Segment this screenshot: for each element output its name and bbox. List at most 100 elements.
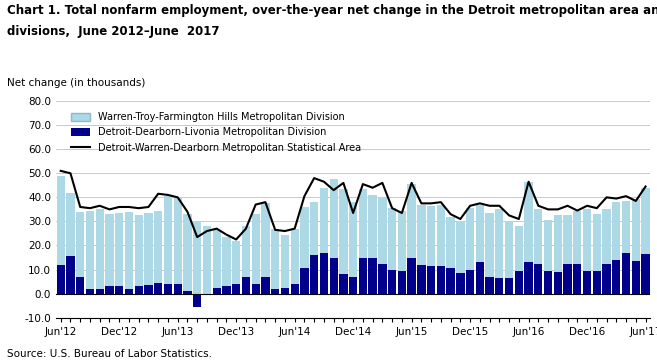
Bar	[602, 209, 611, 293]
Bar	[593, 214, 601, 293]
Bar	[407, 257, 416, 293]
Bar	[232, 284, 240, 293]
Bar	[76, 212, 84, 293]
Bar	[252, 214, 260, 293]
Bar	[456, 273, 464, 293]
Bar	[554, 216, 562, 293]
Bar	[173, 197, 182, 293]
Bar	[115, 286, 124, 293]
Bar	[349, 277, 357, 293]
Bar	[183, 291, 192, 293]
Bar	[554, 272, 562, 293]
Bar	[437, 266, 445, 293]
Bar	[388, 208, 396, 293]
Bar	[222, 286, 231, 293]
Bar	[135, 286, 143, 293]
Bar	[359, 189, 367, 293]
Bar	[86, 289, 94, 293]
Text: divisions,  June 2012–June  2017: divisions, June 2012–June 2017	[7, 25, 219, 38]
Bar	[330, 257, 338, 293]
Bar	[203, 293, 211, 295]
Legend: Warren-Troy-Farmington Hills Metropolitan Division, Detroit-Dearborn-Livonia Met: Warren-Troy-Farmington Hills Metropolita…	[66, 108, 365, 157]
Bar	[505, 278, 513, 293]
Bar	[612, 202, 620, 293]
Bar	[378, 264, 386, 293]
Bar	[86, 210, 94, 293]
Bar	[417, 265, 426, 293]
Bar	[447, 268, 455, 293]
Bar	[495, 278, 503, 293]
Bar	[145, 285, 152, 293]
Bar	[57, 176, 65, 293]
Bar	[212, 288, 221, 293]
Bar	[300, 268, 309, 293]
Bar	[378, 197, 386, 293]
Bar	[173, 284, 182, 293]
Bar	[534, 209, 543, 293]
Bar	[66, 256, 75, 293]
Bar	[105, 286, 114, 293]
Bar	[514, 226, 523, 293]
Bar	[232, 241, 240, 293]
Bar	[593, 271, 601, 293]
Bar	[622, 201, 630, 293]
Bar	[397, 271, 406, 293]
Bar	[164, 196, 172, 293]
Bar	[427, 206, 435, 293]
Bar	[524, 262, 533, 293]
Bar	[602, 264, 611, 293]
Bar	[505, 221, 513, 293]
Bar	[417, 205, 426, 293]
Bar	[339, 189, 348, 293]
Bar	[125, 289, 133, 293]
Bar	[466, 208, 474, 293]
Bar	[495, 209, 503, 293]
Bar	[57, 265, 65, 293]
Bar	[456, 221, 464, 293]
Bar	[339, 274, 348, 293]
Bar	[183, 214, 192, 293]
Bar	[154, 283, 162, 293]
Bar	[564, 264, 572, 293]
Bar	[310, 255, 318, 293]
Bar	[281, 235, 289, 293]
Bar	[369, 257, 376, 293]
Bar	[631, 261, 640, 293]
Bar	[622, 253, 630, 293]
Bar	[388, 270, 396, 293]
Bar	[261, 277, 269, 293]
Bar	[310, 202, 318, 293]
Bar	[447, 217, 455, 293]
Bar	[261, 203, 269, 293]
Bar	[320, 253, 328, 293]
Bar	[290, 229, 299, 293]
Bar	[95, 289, 104, 293]
Bar	[271, 289, 279, 293]
Bar	[125, 212, 133, 293]
Bar	[486, 277, 494, 293]
Bar	[115, 213, 124, 293]
Bar	[564, 216, 572, 293]
Bar	[466, 270, 474, 293]
Bar	[573, 210, 581, 293]
Bar	[437, 205, 445, 293]
Bar	[242, 277, 250, 293]
Bar	[212, 230, 221, 293]
Bar	[397, 210, 406, 293]
Text: Chart 1. Total nonfarm employment, over-the-year net change in the Detroit metro: Chart 1. Total nonfarm employment, over-…	[7, 4, 657, 17]
Bar	[631, 199, 640, 293]
Bar	[407, 184, 416, 293]
Bar	[164, 284, 172, 293]
Bar	[135, 216, 143, 293]
Bar	[583, 209, 591, 293]
Bar	[281, 288, 289, 293]
Bar	[369, 195, 376, 293]
Bar	[203, 226, 211, 293]
Bar	[222, 237, 231, 293]
Bar	[193, 293, 201, 307]
Bar	[476, 262, 484, 293]
Bar	[359, 257, 367, 293]
Bar	[193, 221, 201, 293]
Bar	[349, 202, 357, 293]
Bar	[486, 213, 494, 293]
